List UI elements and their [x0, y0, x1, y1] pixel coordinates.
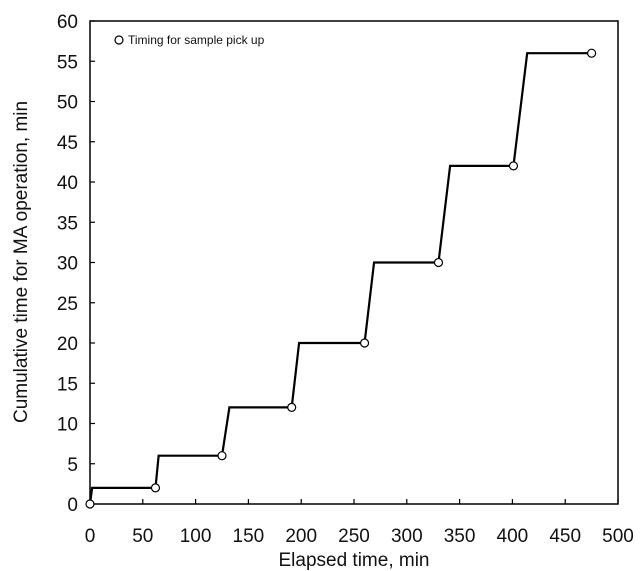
- legend-marker-icon: [115, 36, 123, 44]
- sample-pickup-marker: [218, 452, 226, 460]
- y-tick-label: 25: [57, 294, 78, 315]
- y-tick-label: 20: [57, 334, 78, 355]
- y-tick-label: 5: [67, 455, 78, 476]
- plot-frame: [90, 21, 618, 504]
- x-tick-label: 0: [85, 526, 96, 547]
- y-tick-label: 45: [57, 133, 78, 154]
- x-tick-label: 450: [549, 526, 581, 547]
- x-tick-label: 200: [285, 526, 317, 547]
- y-axis-title: Cumulative time for MA operation, min: [11, 101, 32, 423]
- legend-label: Timing for sample pick up: [128, 33, 265, 47]
- sample-pickup-marker: [86, 500, 94, 508]
- x-tick-label: 350: [444, 526, 476, 547]
- sample-pickup-marker: [361, 339, 369, 347]
- sample-pickup-marker: [288, 403, 296, 411]
- y-tick-label: 60: [57, 12, 78, 33]
- series-layer: [86, 49, 596, 508]
- y-tick-label: 15: [57, 374, 78, 395]
- x-axis-title: Elapsed time, min: [278, 550, 429, 571]
- y-tick-label: 0: [67, 495, 78, 516]
- sample-pickup-marker: [434, 259, 442, 267]
- x-tick-label: 100: [180, 526, 212, 547]
- x-tick-label: 300: [391, 526, 423, 547]
- x-tick-label: 500: [602, 526, 634, 547]
- series-line: [90, 53, 592, 504]
- x-axis-ticks: 0 50 100 150 200 250 300 350 400 450 500: [85, 499, 634, 547]
- y-tick-label: 50: [57, 93, 78, 114]
- legend: Timing for sample pick up: [115, 33, 265, 47]
- sample-pickup-marker: [588, 49, 596, 57]
- y-tick-label: 10: [57, 415, 78, 436]
- x-tick-label: 150: [233, 526, 265, 547]
- y-tick-label: 40: [57, 173, 78, 194]
- x-tick-label: 250: [338, 526, 370, 547]
- sample-pickup-marker: [151, 484, 159, 492]
- x-tick-label: 50: [132, 526, 153, 547]
- x-tick-label: 400: [497, 526, 529, 547]
- y-tick-label: 55: [57, 52, 78, 73]
- sample-pickup-marker: [509, 162, 517, 170]
- y-tick-label: 35: [57, 213, 78, 234]
- y-tick-label: 30: [57, 254, 78, 275]
